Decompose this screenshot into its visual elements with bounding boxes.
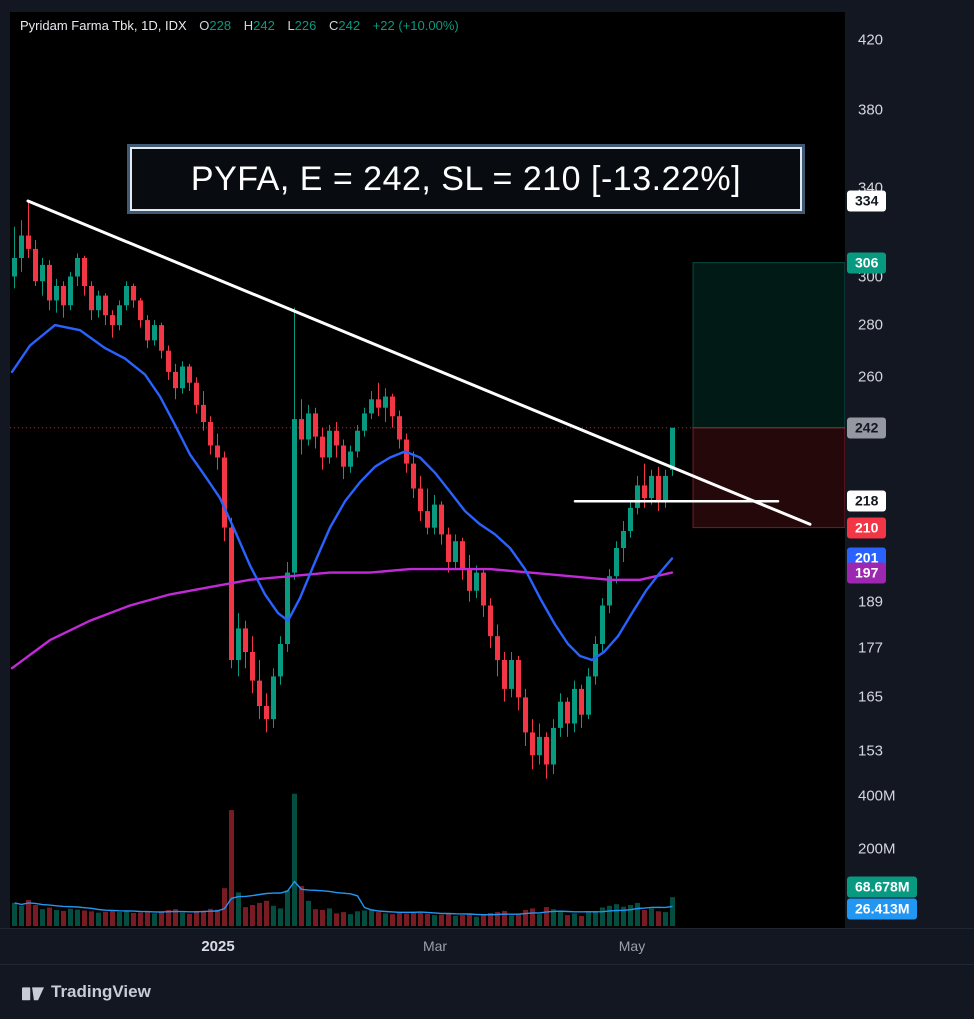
price-tick: 189 xyxy=(858,593,884,611)
price-badge-242: 242 xyxy=(847,417,887,439)
volume-badge: 26.413M xyxy=(847,898,918,920)
price-badge-218: 218 xyxy=(847,490,887,512)
tradingview-brand-text: TradingView xyxy=(51,982,151,1001)
close-label: C xyxy=(329,18,339,33)
close-value: 242 xyxy=(338,18,361,33)
volume-bars xyxy=(12,793,675,926)
ma-slow-line xyxy=(10,567,674,670)
volume-badge: 68.678M xyxy=(847,876,918,898)
price-tick: 177 xyxy=(858,639,884,657)
trade-annotation-text: PYFA, E = 242, SL = 210 [-13.22%] xyxy=(190,159,742,198)
time-label-May: May xyxy=(618,938,646,954)
footer-bar: TradingView xyxy=(0,964,974,1019)
volume-tick: 200M xyxy=(858,840,896,858)
price-badge-197: 197 xyxy=(847,562,887,584)
trendline[interactable] xyxy=(26,199,812,526)
price-tick: 340 xyxy=(858,179,884,197)
time-label-2025: 2025 xyxy=(201,938,235,955)
open-label: O xyxy=(199,18,210,33)
candles-layer xyxy=(12,201,675,779)
high-label: H xyxy=(243,18,254,33)
time-label-Mar: Mar xyxy=(422,938,448,954)
price-badge-210: 210 xyxy=(847,517,887,539)
open-value: 228 xyxy=(209,18,232,33)
price-tick: 380 xyxy=(858,101,884,119)
position-profit-zone[interactable] xyxy=(692,262,845,429)
change-value: +22 (+10.00%) xyxy=(372,18,459,33)
price-tick: 280 xyxy=(858,316,884,334)
volume-tick: 400M xyxy=(858,787,896,805)
candlestick-chart[interactable] xyxy=(10,12,845,928)
high-value: 242 xyxy=(253,18,275,33)
price-tick: 153 xyxy=(858,742,884,760)
trade-annotation-box[interactable]: PYFA, E = 242, SL = 210 [-13.22%] xyxy=(130,147,802,211)
price-badge-306: 306 xyxy=(847,252,887,274)
price-tick: 260 xyxy=(858,368,884,386)
symbol-title[interactable]: Pyridam Farma Tbk, 1D, IDX xyxy=(20,18,187,33)
price-badge-334: 334 xyxy=(847,190,887,212)
price-tick: 420 xyxy=(858,31,884,49)
low-label: L xyxy=(287,18,295,33)
symbol-legend: Pyridam Farma Tbk, 1D, IDX O228 H242 L22… xyxy=(20,18,459,33)
price-tick: 300 xyxy=(858,268,884,286)
tradingview-logo-icon xyxy=(22,987,44,1001)
position-loss-zone[interactable] xyxy=(692,427,845,529)
ma-fast-line xyxy=(10,323,674,662)
time-scale[interactable]: 2025 Mar May xyxy=(0,928,974,964)
low-value: 226 xyxy=(294,18,317,33)
tradingview-link[interactable]: TradingView xyxy=(22,982,151,1002)
volume-ma-line xyxy=(14,880,673,916)
price-tick: 165 xyxy=(858,688,884,706)
price-badge-201: 201 xyxy=(847,547,887,569)
